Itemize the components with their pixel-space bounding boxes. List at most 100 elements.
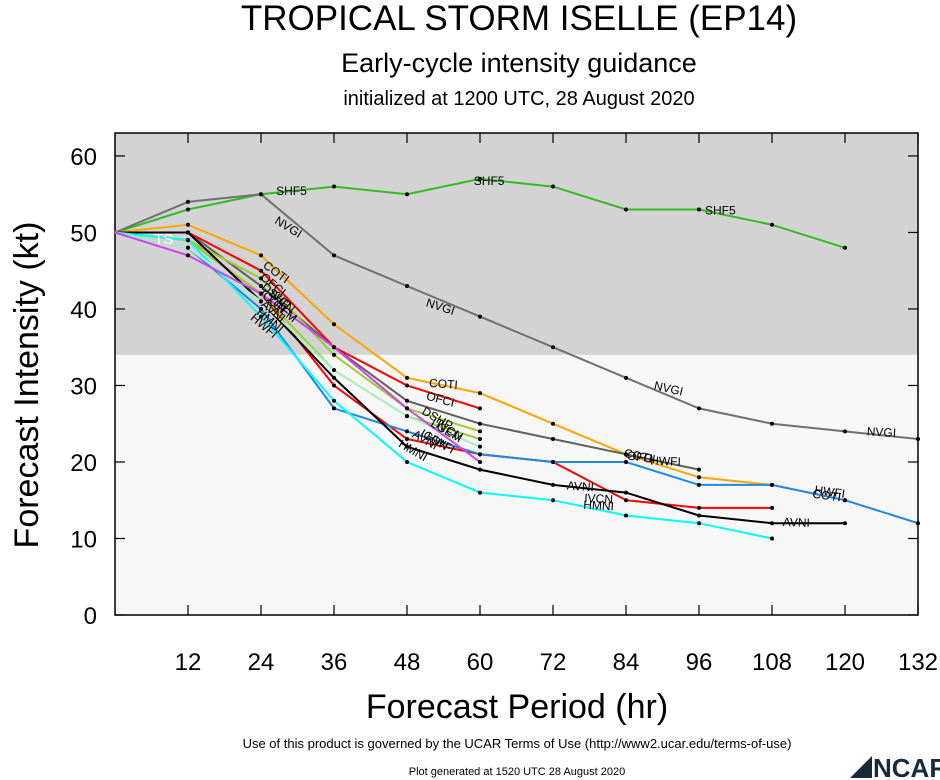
- series-point-avni-12: [186, 230, 190, 235]
- shade-band-0: [115, 133, 918, 355]
- series-point-coti-60: [478, 391, 482, 396]
- ncar-logo-text: NCAR: [873, 753, 940, 780]
- series-point-avni-72: [551, 482, 555, 487]
- series-label-nvgi-2: NVGI: [653, 378, 685, 398]
- series-point-shf5-60: [478, 176, 482, 181]
- series-point-hmni-48: [405, 459, 409, 464]
- series-point-hmni-12: [186, 238, 190, 243]
- series-point-coti-48: [405, 375, 409, 380]
- series-label-hmni-2: HMNI: [583, 498, 614, 514]
- y-tick-label-20: 20: [70, 450, 97, 477]
- series-point-shf5-12: [186, 207, 190, 212]
- series-point-unlabeled-12-60: [478, 459, 482, 464]
- series-point-hwfi-132: [916, 521, 920, 526]
- series-point-hmni-24: [259, 314, 263, 319]
- series-point-hmni-60: [478, 490, 482, 495]
- series-point-unlabeled-11-24: [259, 299, 263, 304]
- series-point-hwfi-84: [624, 459, 628, 464]
- plot-area: [115, 133, 918, 615]
- series-point-lgem-24: [259, 276, 263, 281]
- series-line-nvgi: [114, 193, 919, 440]
- y-axis-label: Forecast Intensity (kt): [8, 222, 46, 549]
- series-label-hwfi-3: HWFI: [814, 483, 846, 501]
- series-hwfi: [114, 231, 920, 526]
- series-point-avni-108: [770, 521, 774, 526]
- x-tick-label-108: 108: [752, 649, 792, 676]
- series-unlabeled-12: [114, 231, 482, 464]
- series-point-nvgi-48: [405, 284, 409, 289]
- series-point-avni-60: [478, 467, 482, 472]
- plot-frame: [114, 132, 919, 616]
- series-point-avni-48: [405, 444, 409, 449]
- series-point-shf5-72: [551, 184, 555, 189]
- series-point-hwfi-96: [697, 482, 701, 487]
- series-shf5: [114, 176, 847, 250]
- series-label-avni-2: AVNI: [566, 479, 594, 495]
- series-point-unlabeled-12-36: [332, 345, 336, 350]
- series-point-ofci-48: [405, 398, 409, 403]
- series-point-unlabeled-12-24: [259, 291, 263, 296]
- series-point-lgem-60: [478, 429, 482, 434]
- series-line-unlabeled-12: [114, 231, 481, 463]
- series-layer: [114, 176, 920, 541]
- series-point-hwfi-60: [478, 452, 482, 457]
- series-point-ofci-72: [551, 437, 555, 442]
- series-point-avni-84: [624, 490, 628, 495]
- series-hmni: [114, 231, 774, 541]
- series-label-shf5-2: SHF5: [705, 203, 736, 217]
- x-tick-label-96: 96: [686, 649, 713, 676]
- x-tick-label-132: 132: [898, 649, 938, 676]
- series-point-nvgi-84: [624, 375, 628, 380]
- series-line-hmni: [114, 231, 773, 540]
- series-point-dshp-48: [405, 383, 409, 388]
- series-point-nvgi-72: [551, 345, 555, 350]
- series-point-hwfi-48: [405, 429, 409, 434]
- series-label-coti-3: COTI: [812, 487, 842, 505]
- x-tick-label-48: 48: [394, 649, 421, 676]
- series-point-ofci-60: [478, 421, 482, 426]
- series-label-avni-3: AVNI: [783, 515, 811, 530]
- chart-subtitle: Early-cycle intensity guidance: [341, 48, 697, 78]
- series-unlabeled-11: [114, 231, 482, 449]
- series-point-shf5-120: [843, 245, 847, 250]
- series-point-nvgi-24: [259, 192, 263, 197]
- y-tick-label-50: 50: [70, 220, 97, 247]
- series-point-hwfi-120: [843, 498, 847, 503]
- series-point-shf5-36: [332, 184, 336, 189]
- series-point-lgem-36: [332, 352, 336, 357]
- x-tick-label-36: 36: [321, 649, 348, 676]
- series-point-nvgi-96: [697, 406, 701, 411]
- series-point-nvgi-132: [916, 437, 920, 442]
- series-label-coti-2: COTI: [623, 446, 654, 466]
- series-point-coti-72: [551, 421, 555, 426]
- series-label-shf5-0: SHF5: [276, 184, 307, 198]
- series-point-shf5-84: [624, 207, 628, 212]
- series-point-unlabeled-12-48: [405, 406, 409, 411]
- series-label-nvgi-3: NVGI: [866, 424, 896, 440]
- series-point-unlabeled-12-12: [186, 253, 190, 258]
- series-point-hwfi-108: [770, 482, 774, 487]
- chart-title: TROPICAL STORM ISELLE (EP14): [241, 0, 797, 38]
- series-point-hwfi-72: [551, 459, 555, 464]
- y-tick-label-0: 0: [84, 603, 97, 630]
- series-point-hmni-72: [551, 498, 555, 503]
- ncar-logo: NCAR: [850, 753, 940, 780]
- series-point-shf5-96: [697, 207, 701, 212]
- series-point-hmni-96: [697, 521, 701, 526]
- series-point-dshp-24: [259, 268, 263, 273]
- series-point-hwfi-24: [259, 306, 263, 311]
- y-tick-label-60: 60: [70, 144, 97, 171]
- series-point-nvgi-12: [186, 199, 190, 204]
- series-point-coti-24: [259, 253, 263, 258]
- x-tick-label-84: 84: [613, 649, 640, 676]
- series-line-hwfi: [114, 231, 919, 525]
- series-line-unlabeled-11: [114, 231, 481, 448]
- shade-band-1: [115, 354, 918, 615]
- series-point-ofci-96: [697, 467, 701, 472]
- axes: 12 24 36 48 60 72 84 96 108 120 132 0 10 20 30 40 50 60: [70, 132, 938, 676]
- series-point-nvgi-36: [332, 253, 336, 258]
- series-point-ivcn-96: [697, 505, 701, 510]
- series-point-ofci-24: [259, 284, 263, 289]
- terms-of-use: Use of this product is governed by the U…: [243, 736, 792, 751]
- series-point-hwfi-36: [332, 406, 336, 411]
